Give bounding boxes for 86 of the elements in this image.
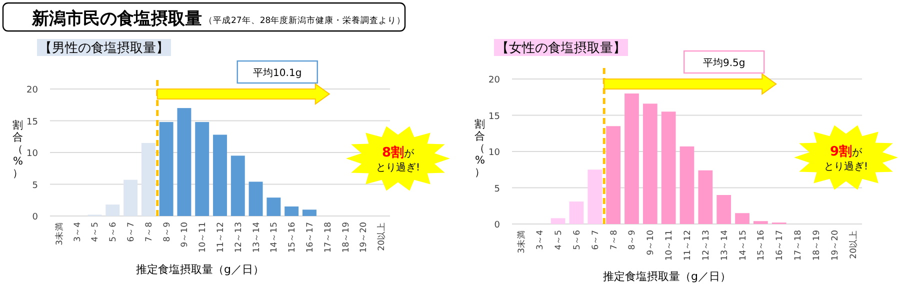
x-tick-label: 17～18: [794, 230, 804, 261]
x-tick-label: 14～15: [738, 230, 748, 261]
x-tick-label: 3～4: [536, 230, 546, 250]
bar: [661, 112, 676, 224]
bar: [284, 206, 299, 216]
x-tick-label: 3～4: [72, 222, 83, 242]
bar: [230, 156, 245, 216]
bar: [624, 94, 639, 224]
x-tick-label: 9～10: [180, 222, 190, 248]
y-tick-label: 15: [488, 112, 500, 122]
bar: [680, 146, 694, 224]
y-tick-label: 0: [494, 220, 500, 230]
x-tick-label: 20以上: [376, 222, 388, 251]
x-tick-label: 4～5: [90, 222, 101, 242]
y-tick-label: 0: [32, 212, 38, 222]
x-axis-title: 推定食塩摂取量（g／日）: [603, 270, 731, 283]
x-tick-label: 4～5: [554, 230, 564, 250]
x-tick-label: 11～12: [683, 230, 693, 261]
bar: [106, 204, 120, 216]
x-tick-label: 5～6: [108, 222, 119, 242]
y-axis-title: 割合（%）: [12, 118, 24, 180]
y-tick-label: 20: [26, 86, 38, 96]
y-tick-label: 5: [32, 180, 38, 191]
x-tick-label: 12～13: [234, 222, 244, 253]
bar: [735, 213, 750, 224]
x-tick-label: 17～18: [323, 222, 334, 253]
text: 平均10.1g: [253, 67, 302, 79]
x-tick-label: 10～11: [664, 230, 675, 261]
annotation: 8割が: [382, 144, 416, 160]
x-tick-label: 13～14: [252, 222, 262, 253]
x-tick-label: 7～8: [144, 222, 154, 242]
y-tick-label: 15: [26, 117, 38, 128]
x-tick-label: 20以上: [848, 230, 859, 259]
y-axis-title: 割合（%）: [474, 118, 486, 178]
bar: [266, 198, 281, 216]
x-axis-title: 推定食塩摂取量（g／日）: [136, 263, 264, 276]
x-tick-label: 11～12: [216, 222, 226, 253]
text: （平成27年、28年度新潟市健康・栄養調査より）: [204, 15, 406, 26]
bar: [141, 142, 156, 216]
bar: [159, 122, 174, 216]
y-tick-label: 10: [488, 148, 500, 158]
bar: [302, 210, 316, 216]
x-tick-label: 6～7: [590, 230, 601, 250]
bar: [698, 170, 713, 224]
x-tick-label: 5～6: [572, 230, 582, 250]
x-tick-label: 9～10: [646, 230, 656, 256]
bar: [550, 218, 566, 224]
x-tick-label: 16～17: [305, 222, 316, 253]
bar: [716, 195, 732, 224]
x-tick-label: 14～15: [270, 222, 280, 253]
y-tick-label: 5: [494, 184, 500, 194]
y-tick-label: 10: [26, 149, 38, 159]
x-tick-label: 18～19: [341, 222, 352, 253]
bar: [754, 221, 768, 224]
x-tick-label: 18～19: [812, 230, 822, 261]
bar: [606, 126, 620, 224]
bar: [588, 170, 602, 224]
x-tick-label: 15～16: [756, 230, 767, 261]
x-tick-label: 16～17: [775, 230, 786, 261]
annotation: とり過ぎ!: [824, 162, 868, 172]
bar: [642, 104, 658, 224]
x-tick-label: 8～9: [162, 222, 172, 242]
chart-title: 【女性の食塩摂取量】: [496, 41, 626, 56]
bar: [248, 182, 263, 216]
x-tick-label: 8～9: [628, 230, 638, 250]
x-tick-label: 15～16: [288, 222, 298, 253]
bar: [195, 122, 210, 216]
x-tick-label: 12～13: [701, 230, 712, 261]
x-tick-label: 19～20: [359, 222, 370, 253]
bar: [177, 108, 192, 216]
annotation: とり過ぎ!: [376, 162, 420, 174]
bar: [569, 202, 584, 224]
x-tick-label: 10～11: [198, 222, 208, 253]
bar: [124, 180, 138, 216]
x-tick-label: 6～7: [126, 222, 137, 242]
text: 平均9.5g: [702, 57, 746, 69]
bar: [213, 134, 227, 216]
x-tick-label: 19～20: [830, 230, 840, 261]
x-tick-label: 13～14: [720, 230, 730, 261]
chart-title: 【男性の食塩摂取量】: [39, 41, 169, 56]
x-tick-label: 3未満: [516, 230, 528, 254]
x-tick-label: 7～8: [609, 230, 620, 250]
y-tick-label: 20: [488, 76, 500, 86]
x-tick-label: 3未満: [54, 222, 65, 246]
text: 新潟市民の食塩摂取量: [31, 9, 202, 29]
annotation: 9割が: [830, 144, 864, 160]
